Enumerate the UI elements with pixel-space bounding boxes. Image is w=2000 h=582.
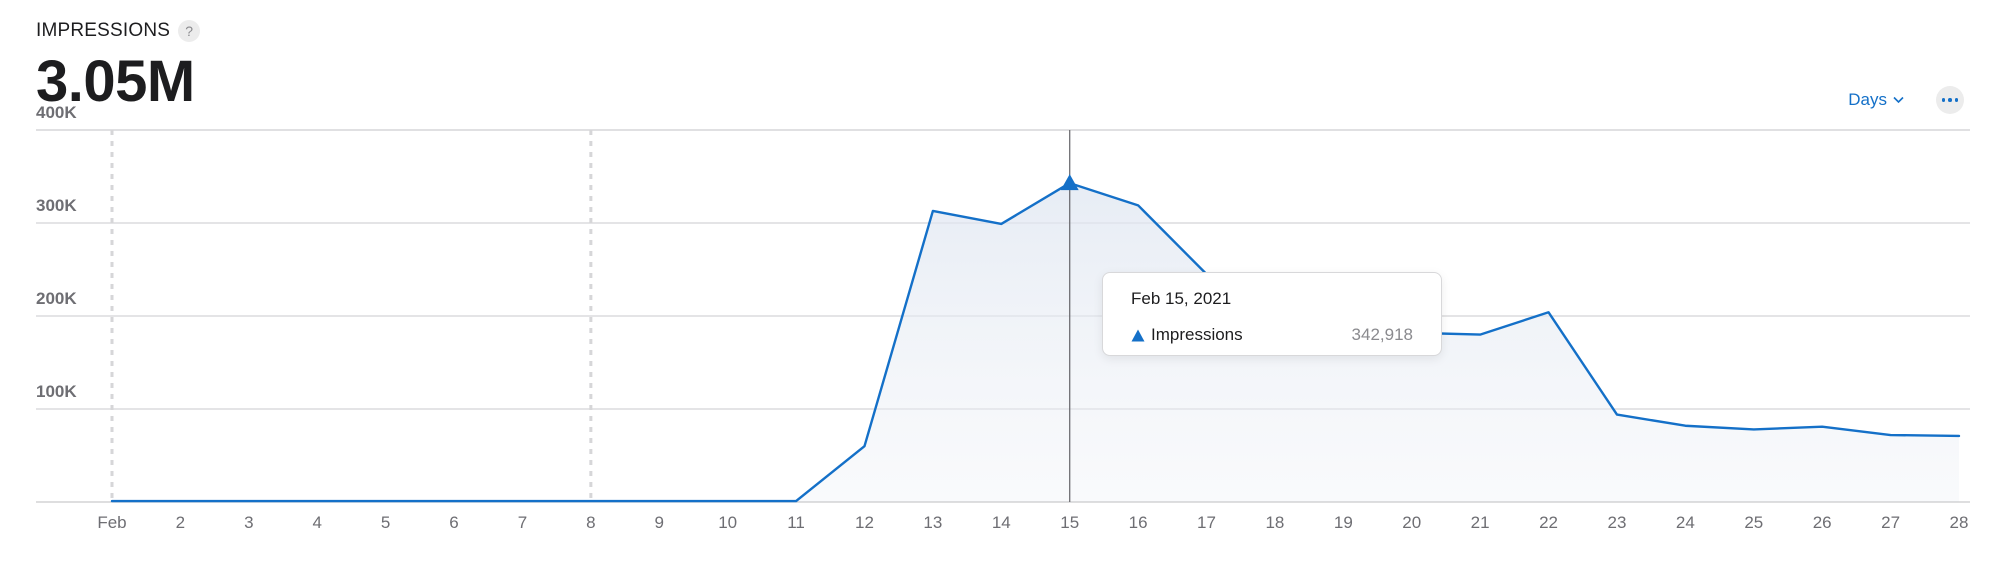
x-tick-label: 9: [655, 513, 664, 532]
data-point: [1683, 424, 1687, 428]
x-tick-label: 27: [1881, 513, 1900, 532]
granularity-dropdown[interactable]: Days: [1848, 90, 1904, 110]
help-icon[interactable]: ?: [178, 20, 201, 42]
granularity-label: Days: [1848, 90, 1887, 109]
x-tick-label: 18: [1265, 513, 1284, 532]
more-dot-icon: [1948, 98, 1952, 102]
metric-label: IMPRESSIONS: [36, 20, 171, 41]
x-tick-label: 10: [718, 513, 737, 532]
data-point: [931, 209, 935, 213]
data-point: [178, 499, 182, 503]
y-tick-label: 300K: [36, 196, 77, 215]
x-tick-label: 20: [1402, 513, 1421, 532]
data-point: [452, 499, 456, 503]
metric-label-row: IMPRESSIONS ?: [36, 20, 201, 42]
highlighted-point-marker: [1060, 174, 1079, 191]
data-point: [726, 499, 730, 503]
data-point: [794, 499, 798, 503]
tooltip-series: Impressions: [1131, 325, 1243, 345]
x-tick-label: 3: [244, 513, 253, 532]
data-point: [999, 222, 1003, 226]
x-tick-label: 11: [787, 513, 805, 532]
chevron-down-icon: [1893, 96, 1904, 104]
x-tick-label: 28: [1950, 513, 1969, 532]
metric-value: 3.05M: [36, 49, 195, 114]
data-point: [1820, 425, 1824, 429]
data-point: [1136, 203, 1140, 207]
data-point: [589, 499, 593, 503]
more-dot-icon: [1941, 98, 1946, 102]
x-tick-label: 21: [1471, 513, 1490, 532]
chart-tooltip: Feb 15, 2021 Impressions 342,918: [1102, 272, 1442, 356]
y-tick-label: 200K: [36, 289, 77, 308]
data-point: [384, 499, 388, 503]
impressions-series-line: [110, 181, 1961, 503]
data-point: [1957, 434, 1961, 438]
tooltip-value: 342,918: [1351, 325, 1413, 344]
data-point: [520, 499, 524, 503]
data-point: [1478, 333, 1482, 337]
data-point: [862, 444, 866, 448]
x-tick-label: 13: [923, 513, 942, 532]
data-point: [657, 499, 661, 503]
x-tick-label: 14: [992, 513, 1011, 532]
impressions-area: [112, 183, 1959, 503]
x-tick-label: 7: [518, 513, 527, 532]
x-tick-label: Feb: [97, 513, 126, 532]
x-tick-label: 16: [1129, 513, 1148, 532]
x-tick-label: 12: [855, 513, 874, 532]
x-tick-label: 22: [1539, 513, 1558, 532]
data-point: [1615, 413, 1619, 417]
chart-controls: Days: [1848, 86, 1964, 114]
data-point: [247, 499, 251, 503]
data-point: [110, 499, 114, 503]
x-tick-label: 25: [1744, 513, 1763, 532]
x-tick-label: 19: [1334, 513, 1353, 532]
x-tick-label: 15: [1060, 513, 1079, 532]
more-options-button[interactable]: [1936, 86, 1964, 114]
x-tick-label: 6: [449, 513, 458, 532]
x-tick-label: 4: [312, 513, 321, 532]
x-tick-label: 17: [1197, 513, 1216, 532]
metric-header: IMPRESSIONS ? 3.05M: [36, 20, 201, 115]
y-tick-label: 100K: [36, 382, 77, 401]
data-point: [1889, 433, 1893, 437]
x-tick-label: 26: [1813, 513, 1832, 532]
tooltip-series-name: Impressions: [1151, 325, 1243, 344]
more-dot-icon: [1954, 98, 1959, 102]
x-tick-label: 23: [1608, 513, 1627, 532]
x-tick-label: 24: [1676, 513, 1695, 532]
x-tick-label: 2: [176, 513, 185, 532]
x-tick-label: 5: [381, 513, 390, 532]
data-point: [315, 499, 319, 503]
tooltip-row: Impressions 342,918: [1131, 325, 1413, 345]
tooltip-date: Feb 15, 2021: [1131, 289, 1232, 308]
data-point: [1752, 427, 1756, 431]
y-tick-label: 400K: [36, 103, 77, 122]
data-point: [1547, 310, 1551, 314]
x-tick-label: 8: [586, 513, 595, 532]
triangle-marker-icon: [1131, 329, 1145, 341]
